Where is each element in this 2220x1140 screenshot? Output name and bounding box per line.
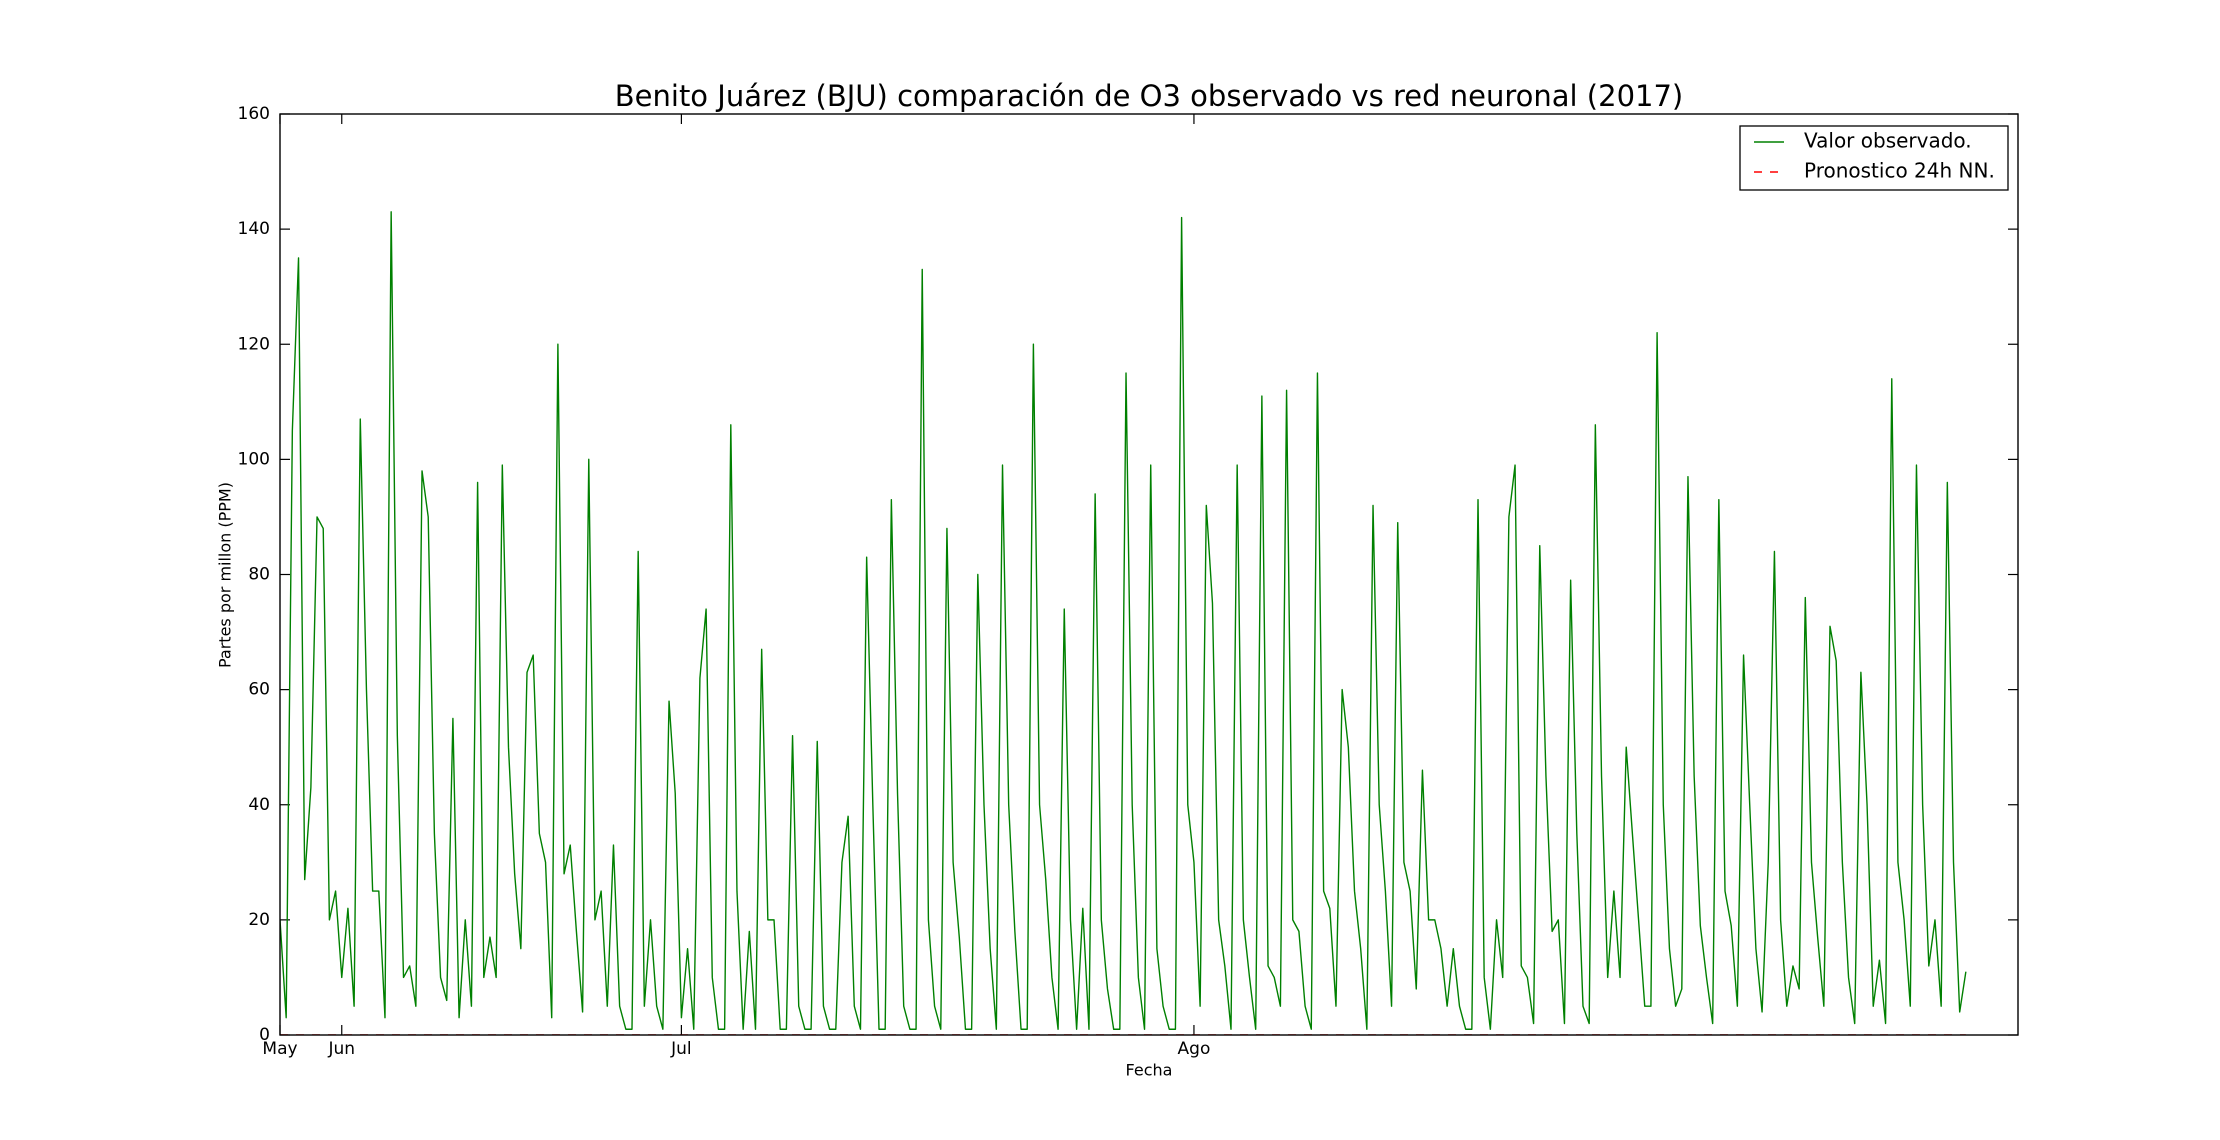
x-tick-label: Jul [670,1039,692,1059]
y-tick-label: 20 [248,910,270,930]
x-tick-label: Ago [1178,1039,1211,1059]
legend-label: Pronostico 24h NN. [1804,159,1995,183]
legend-box [1739,125,2009,191]
y-tick-label: 0 [259,1025,270,1045]
data-line [280,211,1967,1030]
x-tick-label: May [262,1039,297,1059]
y-tick-label: 120 [238,334,270,354]
x-tick-label: Jun [327,1039,355,1059]
y-tick-label: 80 [248,565,270,585]
chart-title: Benito Juárez (BJU) comparación de O3 ob… [615,79,1683,113]
plot-frame [279,113,2019,1036]
y-tick-label: 140 [238,219,270,239]
x-axis-label: Fecha [1126,1061,1173,1080]
legend-label: Valor observado. [1804,129,1972,153]
y-tick-label: 160 [238,104,270,124]
y-tick-label: 60 [248,680,270,700]
y-tick-label: 40 [248,795,270,815]
y-axis-label: Partes por millon (PPM) [216,482,235,668]
y-tick-label: 100 [238,449,270,469]
